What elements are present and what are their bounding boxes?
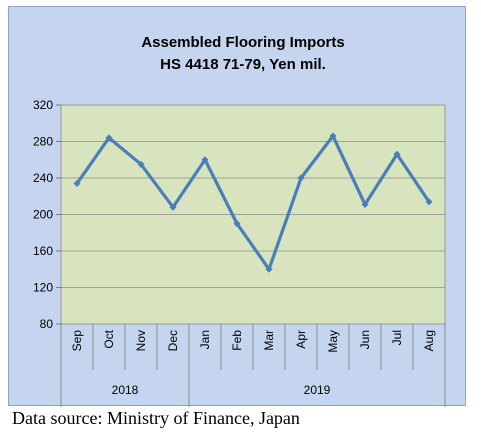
y-tick-label: 160 <box>33 244 53 258</box>
y-tick-label: 280 <box>33 135 53 149</box>
x-tick-label: Nov <box>134 330 148 351</box>
data-point <box>361 200 369 208</box>
y-tick-label: 200 <box>33 208 53 222</box>
y-tick-label: 80 <box>40 317 54 331</box>
x-tick-label: Jun <box>358 330 372 349</box>
x-tick-label: Sep <box>70 330 84 352</box>
y-tick-label: 320 <box>33 98 53 112</box>
data-point <box>201 156 209 164</box>
line-chart: Assembled Flooring Imports HS 4418 71-79… <box>33 34 446 407</box>
x-tick-label: Jul <box>390 330 404 345</box>
y-tick-label: 240 <box>33 171 53 185</box>
x-tick-label: Oct <box>102 329 116 348</box>
data-point <box>329 132 337 140</box>
data-point <box>233 220 241 228</box>
data-point <box>73 179 81 187</box>
x-tick-label: Dec <box>166 330 180 351</box>
x-tick-label: Feb <box>230 330 244 351</box>
data-point <box>105 134 113 142</box>
gridlines <box>61 141 445 288</box>
data-point <box>425 198 433 206</box>
series-line <box>73 132 433 273</box>
x-tick-label: Mar <box>262 330 276 351</box>
group-label: 2019 <box>304 383 331 397</box>
data-point <box>137 160 145 168</box>
y-axis: 80 120 160 200 240 280 320 <box>33 98 61 331</box>
chart-frame: Assembled Flooring Imports HS 4418 71-79… <box>8 6 466 407</box>
x-tick-label: Jan <box>198 330 212 349</box>
data-point <box>393 150 401 158</box>
series-path <box>75 134 431 271</box>
y-tick-label: 120 <box>33 281 53 295</box>
chart-title-line-1: Assembled Flooring Imports <box>141 34 344 51</box>
data-point <box>297 174 305 182</box>
chart-title-line-2: HS 4418 71-79, Yen mil. <box>160 56 326 73</box>
x-tick-label: Aug <box>422 330 436 351</box>
x-tick-label: May <box>326 330 340 353</box>
x-tick-label: Apr <box>294 330 308 349</box>
data-point <box>265 265 273 273</box>
source-note: Data source: Ministry of Finance, Japan <box>12 408 300 428</box>
data-point <box>169 203 177 211</box>
x-axis: Sep Oct Nov Dec Jan Feb Mar Apr May Jun Jul Aug 2018… <box>60 324 446 407</box>
group-label: 2018 <box>112 383 139 397</box>
